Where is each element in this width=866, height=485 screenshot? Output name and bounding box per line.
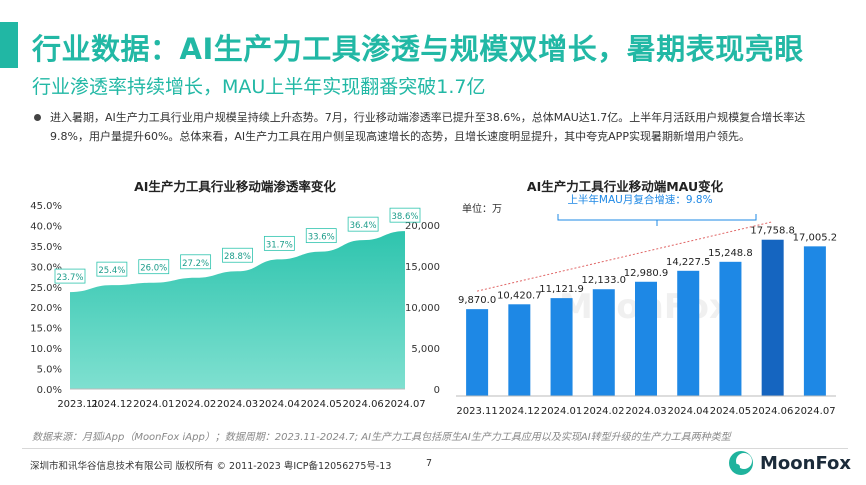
left-axis-tick-label: 45.0%: [30, 201, 62, 212]
logo-text: MoonFox: [760, 452, 852, 474]
mau-bar: [677, 270, 700, 396]
left-axis-tick-label: 25.0%: [30, 283, 62, 294]
data-label-box: [389, 207, 421, 223]
moonfox-logo: MoonFox: [728, 450, 851, 476]
right-chart-title: AI生产力工具行业移动端MAU变化: [526, 179, 724, 194]
x-axis-tick-label: 2023.11: [57, 399, 98, 410]
copyright-text: 深圳市和讯华谷信息技术有限公司 版权所有 © 2011-2023 粤ICP备12…: [30, 461, 392, 472]
data-label: 10,420.7: [497, 290, 542, 301]
cagr-bracket: [557, 214, 757, 221]
data-label-box: [263, 235, 295, 251]
data-label: 27.2%: [182, 259, 209, 269]
footer-divider: [22, 448, 848, 449]
bullet-dot-icon: [34, 114, 41, 121]
x-axis-tick-label: 2024.04: [668, 406, 709, 417]
data-label-box: [138, 259, 170, 275]
data-label: 15,248.8: [708, 248, 753, 259]
x-axis-tick-label: 2024.12: [499, 406, 540, 417]
x-axis-tick-label: 2024.05: [710, 406, 751, 417]
data-label: 17,758.8: [750, 226, 795, 237]
data-label-box: [305, 228, 337, 244]
trend-line: [476, 221, 773, 292]
left-axis-tick-label: 10.0%: [30, 344, 62, 355]
mau-bar: [508, 304, 531, 396]
data-label: 17,005.2: [793, 232, 838, 243]
mau-bar-chart: MoonFox单位：万上半年MAU月复合增速：9.8%9,870.02023.1…: [456, 193, 838, 417]
penetration-area: [70, 231, 405, 389]
left-axis-tick-label: 5.0%: [37, 365, 62, 376]
data-label: 9,870.0: [458, 295, 496, 306]
mau-bar: [761, 239, 784, 396]
mau-bar: [466, 309, 489, 396]
moonfox-logo-icon: [729, 451, 753, 475]
data-label: 31.7%: [266, 240, 293, 250]
mau-bar: [592, 289, 615, 396]
x-axis-tick-label: 2024.03: [625, 406, 666, 417]
x-axis-tick-label: 2024.01: [133, 399, 174, 410]
data-label-box: [96, 261, 128, 277]
x-axis-tick-label: 2024.03: [217, 399, 258, 410]
right-axis-tick-label: 10,000: [405, 303, 440, 314]
x-axis-tick-label: 2024.01: [541, 406, 582, 417]
left-chart-title: AI生产力工具行业移动端渗透率变化: [134, 179, 336, 194]
x-axis-tick-label: 2024.07: [384, 399, 425, 410]
right-axis-tick-label: 5,000: [411, 344, 440, 355]
data-label-box: [180, 254, 212, 270]
right-axis-tick-label: 15,000: [405, 262, 440, 273]
left-axis-tick-label: 15.0%: [30, 324, 62, 335]
x-axis-tick-label: 2023.11: [456, 406, 497, 417]
data-label: 38.6%: [391, 212, 418, 222]
bullet-paragraph: 进入暑期，AI生产力工具行业用户规模呈持续上升态势。7月，行业移动端渗透率已提升…: [34, 108, 834, 146]
x-axis-tick-label: 2024.06: [342, 399, 383, 410]
page-subtitle: 行业渗透率持续增长，MAU上半年实现翻番突破1.7亿: [32, 76, 486, 98]
x-axis-tick-label: 2024.12: [91, 399, 132, 410]
left-axis-tick-label: 30.0%: [30, 262, 62, 273]
left-axis-tick-label: 20.0%: [30, 303, 62, 314]
data-label: 28.8%: [224, 252, 251, 262]
title-accent-bar: [0, 22, 18, 68]
bullet-text: 进入暑期，AI生产力工具行业用户规模呈持续上升态势。7月，行业移动端渗透率已提升…: [50, 111, 806, 143]
data-label: 14,227.5: [666, 257, 711, 268]
x-axis-tick-label: 2024.04: [259, 399, 300, 410]
mau-bar: [550, 298, 573, 396]
data-label: 25.4%: [98, 266, 125, 276]
x-axis-tick-label: 2024.05: [301, 399, 342, 410]
x-axis-tick-label: 2024.02: [583, 406, 624, 417]
right-axis-tick-label: 20,000: [405, 221, 440, 232]
data-label: 36.4%: [350, 221, 377, 231]
data-label: 12,980.9: [624, 268, 669, 279]
x-axis-tick-label: 2024.06: [752, 406, 793, 417]
x-axis-tick-label: 2024.02: [175, 399, 216, 410]
mau-bar: [635, 281, 657, 396]
page-number: 7: [426, 458, 433, 469]
mau-bar: [719, 261, 742, 396]
right-axis-tick-label: 0: [434, 385, 440, 396]
x-axis-tick-label: 2024.07: [794, 406, 835, 417]
unit-label: 单位：万: [462, 202, 502, 215]
mau-bar: [803, 246, 826, 396]
data-label: 26.0%: [140, 264, 167, 274]
cagr-annotation: 上半年MAU月复合增速：9.8%: [567, 193, 712, 206]
data-label-box: [347, 216, 379, 232]
page-title: 行业数据：AI生产力工具渗透与规模双增长，暑期表现亮眼: [32, 32, 804, 66]
data-label-box: [222, 247, 253, 263]
left-axis-tick-label: 0.0%: [37, 385, 62, 396]
left-axis-tick-label: 35.0%: [30, 242, 62, 253]
data-label: 23.7%: [56, 273, 83, 283]
data-label-box: [54, 268, 86, 284]
data-label: 12,133.0: [582, 275, 627, 286]
data-label: 11,121.9: [539, 284, 584, 295]
source-note: 数据来源：月狐iApp（MoonFox iApp）；数据周期：2023.11-2…: [32, 432, 731, 443]
left-axis-tick-label: 40.0%: [30, 221, 62, 232]
data-label: 33.6%: [308, 233, 335, 243]
penetration-area-chart: MoonFox45.0%40.0%35.0%30.0%25.0%20.0%15.…: [30, 201, 440, 410]
